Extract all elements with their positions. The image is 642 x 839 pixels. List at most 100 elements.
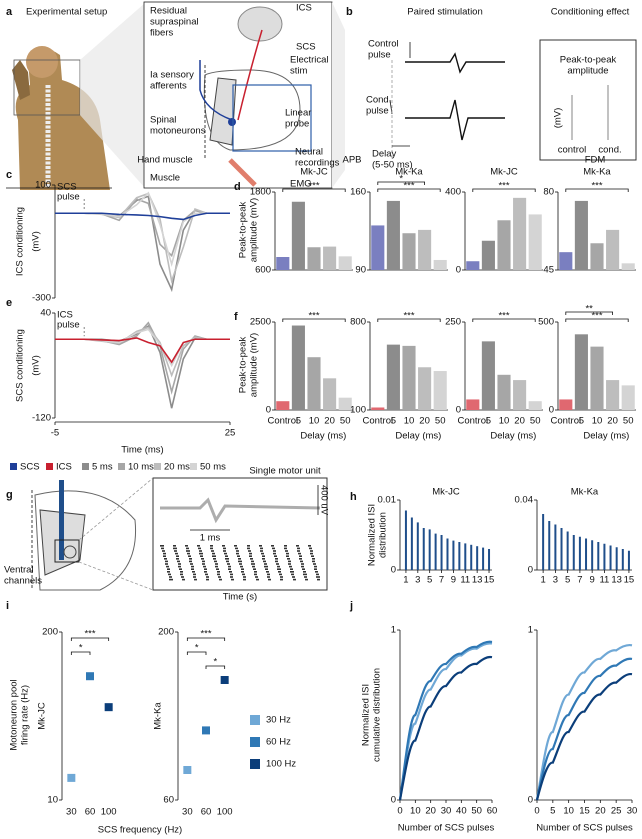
raster-tick [303, 573, 304, 576]
raster-tick [294, 578, 295, 581]
x-tick-label: 50 [435, 416, 446, 427]
y-axis-label: distribution [378, 512, 389, 558]
raster-tick [201, 552, 202, 555]
raster-tick [188, 547, 189, 550]
raster-tick [262, 550, 263, 552]
raster-tick [316, 565, 317, 568]
raster-tick [310, 547, 311, 550]
raster-tick [227, 558, 228, 560]
raster-tick [208, 578, 209, 581]
raster-tick [262, 558, 263, 560]
y-axis-label: amplitude (mV) [249, 333, 260, 397]
raster-tick [241, 571, 242, 573]
label: cond. [598, 145, 621, 156]
raster-tick [303, 571, 304, 573]
raster-tick [223, 547, 224, 550]
raster-tick [279, 573, 280, 576]
raster-tick [293, 576, 294, 578]
sig-label: *** [84, 629, 95, 640]
raster-tick [277, 560, 278, 563]
raster-tick [201, 550, 202, 552]
raster-tick [249, 555, 250, 557]
y-tick-label: 0.04 [515, 495, 534, 506]
label: stim [290, 66, 308, 77]
raster-tick [269, 576, 270, 578]
panel-letter: b [346, 6, 353, 18]
label: Electrical [290, 55, 329, 66]
raster-tick [317, 571, 318, 573]
chart-title: Mk-Ka [583, 167, 611, 178]
y-axis-label: Peak-to-peak [238, 202, 249, 259]
raster-tick [298, 552, 299, 555]
raster-tick [269, 573, 270, 576]
raster-tick [239, 555, 240, 557]
raster-tick [217, 571, 218, 573]
raster-tick [205, 573, 206, 576]
raster-tick [238, 560, 239, 563]
raster-tick [251, 563, 252, 565]
raster-tick [291, 573, 292, 576]
sig-label: *** [308, 311, 319, 322]
raster-tick [215, 563, 216, 565]
raster-tick [312, 558, 313, 560]
raster-tick [292, 576, 293, 578]
raster-tick [245, 578, 246, 581]
bar [497, 374, 511, 410]
raster-tick [225, 550, 226, 552]
bar [574, 334, 588, 410]
cdf-line [398, 642, 493, 801]
y-tick-label: 100 [350, 405, 366, 416]
sig-bracket [377, 181, 425, 185]
raster-tick [299, 550, 300, 552]
raster-tick [300, 558, 301, 560]
raster-tick [230, 571, 231, 573]
raster-tick [279, 571, 280, 573]
raster-tick [254, 571, 255, 573]
panel-letter: d [234, 181, 241, 193]
raster-tick [252, 563, 253, 565]
label: supraspinal [150, 17, 199, 28]
raster-tick [186, 545, 187, 547]
raster-tick [162, 547, 163, 550]
raster-tick [161, 545, 162, 547]
raster-tick [193, 565, 194, 568]
x-tick-label: 25 [225, 428, 236, 439]
sig-label: *** [591, 181, 602, 192]
isi-bar [452, 540, 455, 570]
raster-tick [312, 560, 313, 563]
y-tick-label: -120 [32, 413, 51, 424]
raster-tick [276, 560, 277, 563]
raster-tick [241, 568, 242, 570]
raster-tick [229, 563, 230, 565]
chart-title: Mk-JC [432, 487, 460, 498]
label: (mV) [553, 108, 564, 129]
x-tick-label: 10 [592, 416, 603, 427]
raster-tick [281, 576, 282, 578]
y-axis-label: cumulative distribution [372, 668, 383, 762]
bar [513, 197, 527, 270]
raster-tick [272, 547, 273, 550]
raster-tick [300, 555, 301, 557]
raster-tick [286, 555, 287, 557]
cdf-line [535, 672, 633, 801]
isi-bar [440, 535, 443, 570]
raster-tick [213, 555, 214, 557]
raster-tick [302, 568, 303, 570]
label: afferents [150, 81, 187, 92]
raster-tick [225, 558, 226, 560]
mean-marker [104, 703, 113, 712]
raster-tick [193, 573, 194, 576]
y-axis-label: SCS conditioning [15, 329, 26, 402]
x-tick-label: 50 [340, 416, 351, 427]
raster-tick [206, 573, 207, 576]
label: Linear [285, 108, 311, 119]
y-tick-label: 200 [158, 627, 174, 638]
raster-tick [306, 573, 307, 576]
trace [55, 212, 230, 221]
x-tick-label: 10 [563, 806, 574, 817]
x-axis-label: Delay (ms) [490, 431, 536, 442]
x-tick-label: 1 [403, 575, 408, 586]
raster-tick [231, 573, 232, 576]
raster-tick [305, 578, 306, 581]
raster-tick [214, 552, 215, 555]
